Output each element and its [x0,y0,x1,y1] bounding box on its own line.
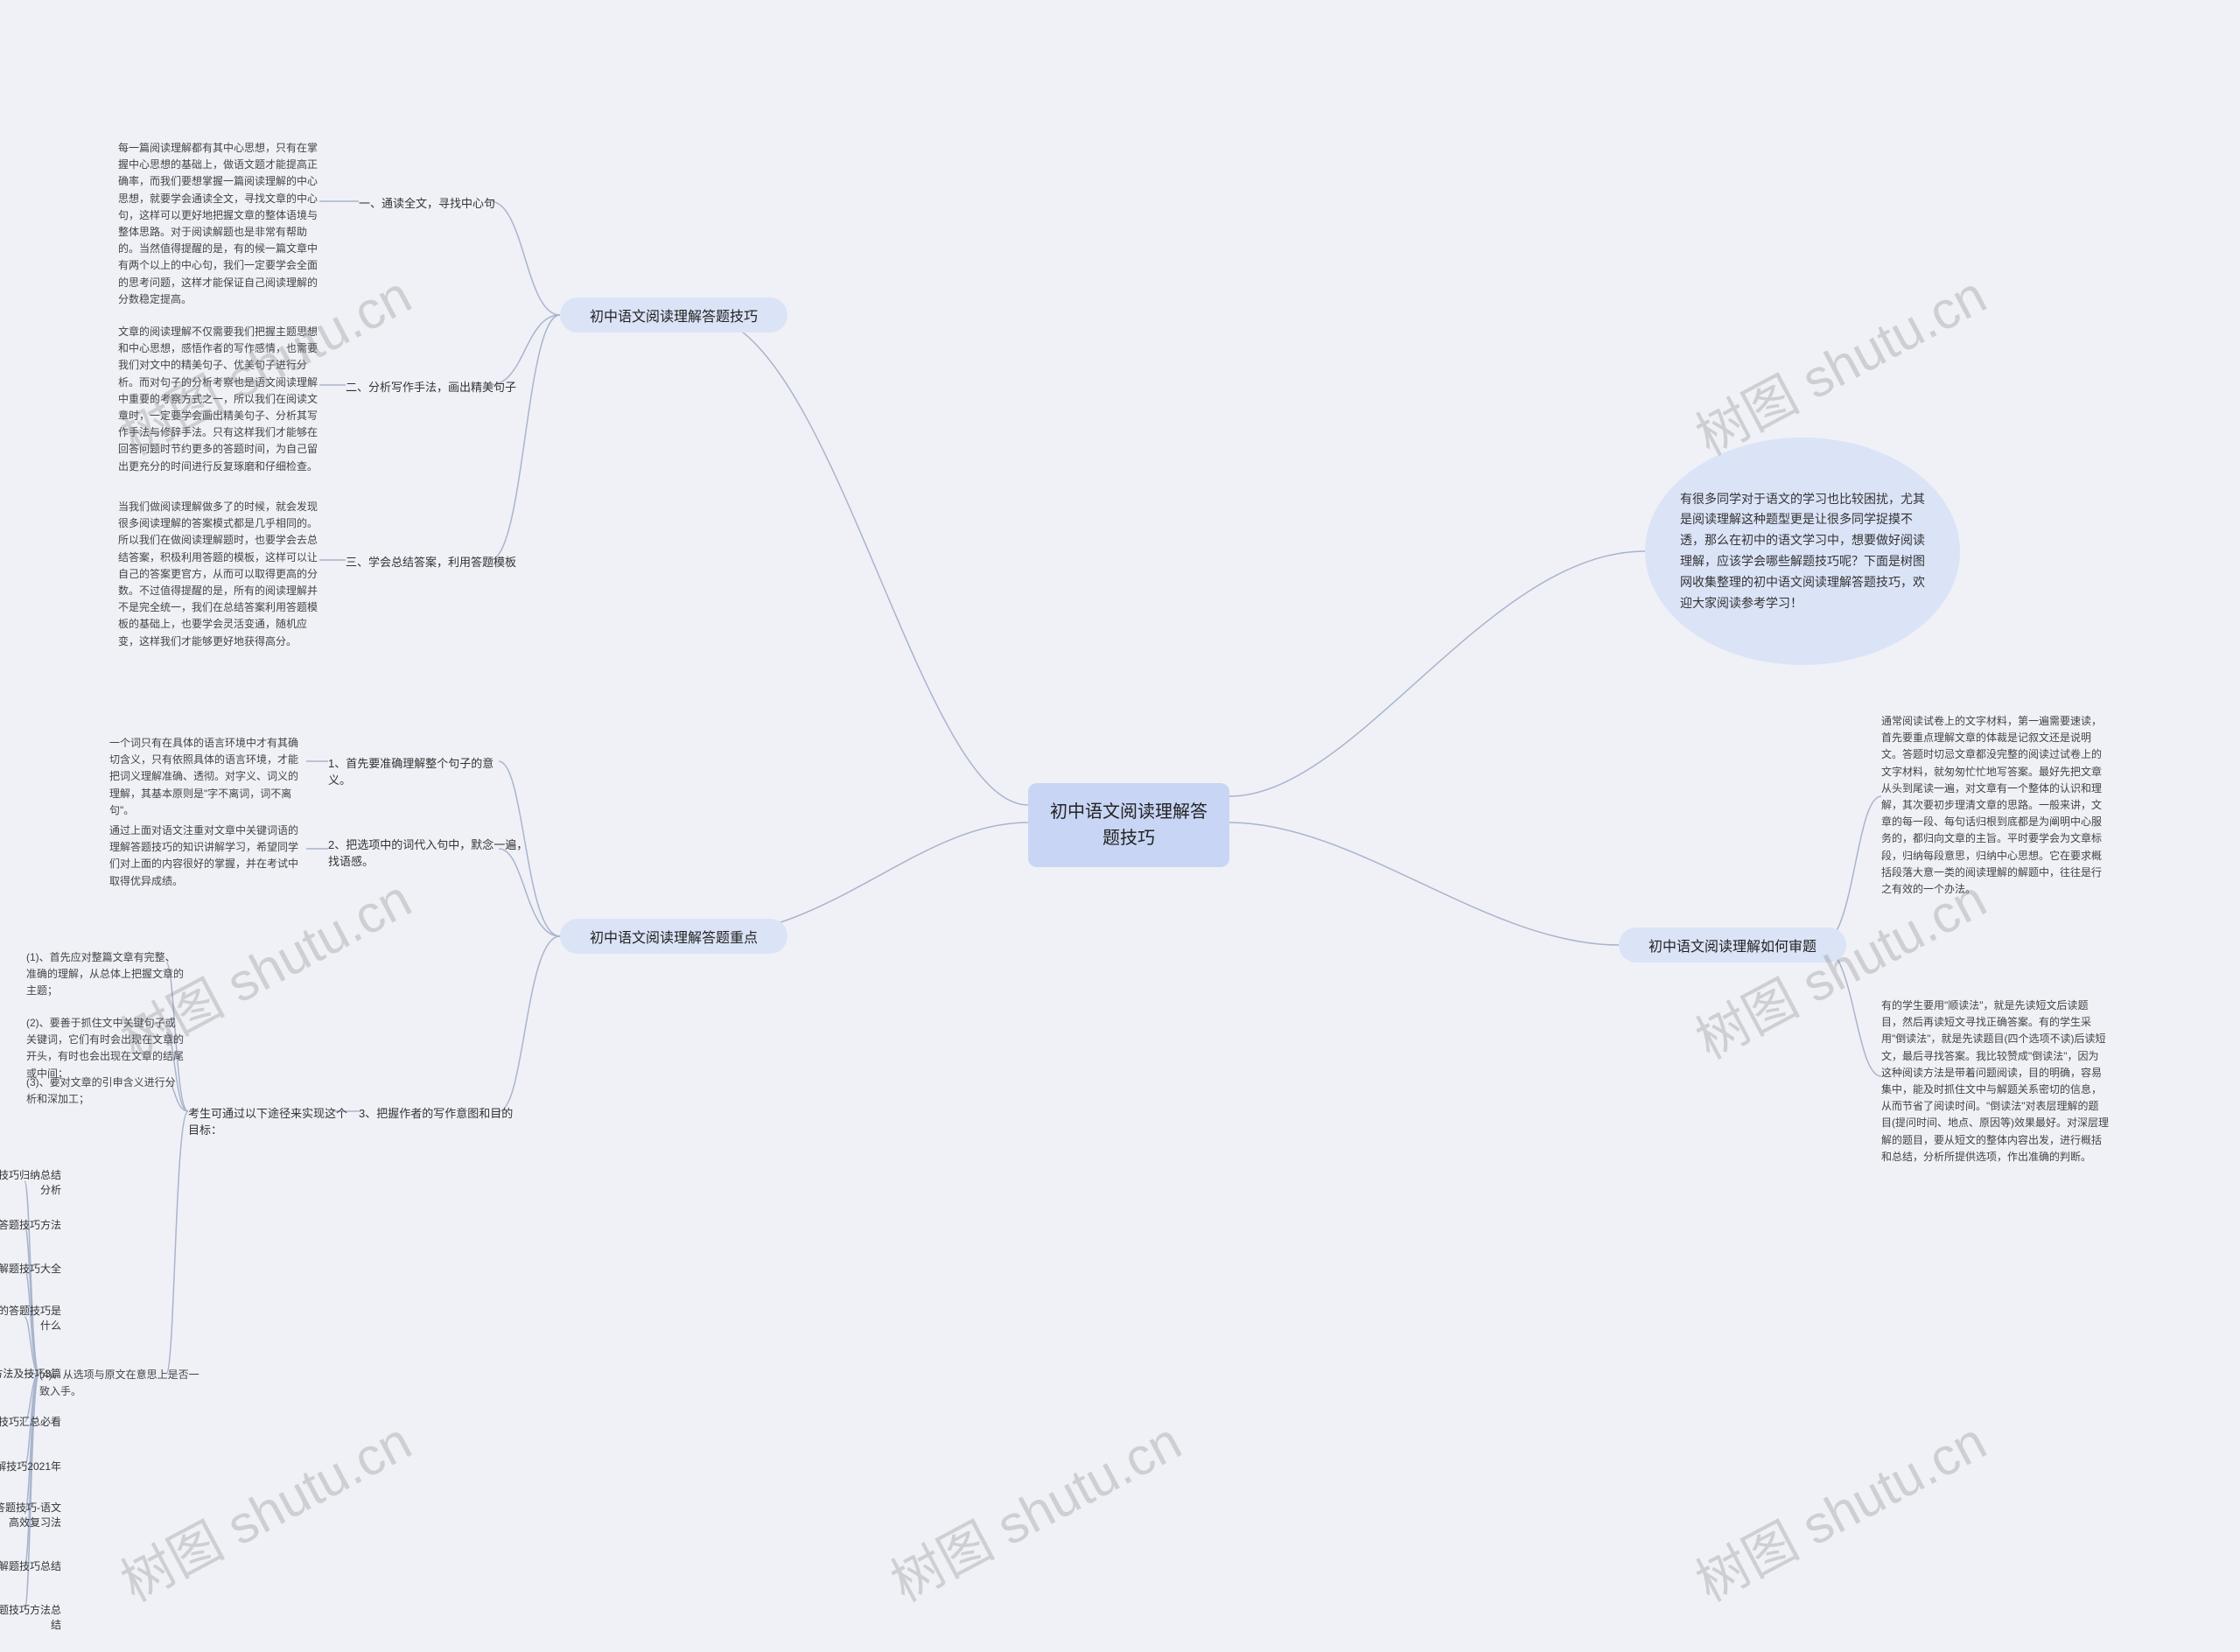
topic-c1-body: 通常阅读试卷上的文字材料，第一遍需要速读，首先要重点理解文章的体裁是记叙文还是说… [1881,713,2109,898]
watermark: 树图 shutu.cn [1681,254,1998,470]
topic-b2-label: 2、把选项中的词代入句中，默念一遍，找语感。 [328,836,529,869]
topic-a3-body: 当我们做阅读理解做多了的时候，就会发现很多阅读理解的答案模式都是几乎相同的。所以… [118,499,319,650]
related-10[interactable]: ★ 初中语文散文阅读理解答题技巧方法总结 [0,1603,61,1633]
topic-b[interactable]: 初中语文阅读理解答题重点 [560,919,788,954]
related-9[interactable]: ★ 初中语文常见的万能解题技巧总结 [0,1559,61,1574]
related-7[interactable]: ★ 初中语文语文阅读理解技巧2021年 [0,1460,61,1474]
topic-b1-body: 一个词只有在具体的语言环境中才有其确切含义，只有依照具体的语言环境，才能把词义理… [109,735,306,819]
topic-b1-label: 1、首先要准确理解整个句子的意义。 [328,754,512,788]
topic-a3-label: 三、学会总结答案，利用答题模板 [346,553,521,570]
topic-b3-label: 3、把握作者的写作意图和目的 [359,1104,516,1121]
topic-b3-s3: (3)、要对文章的引申含义进行分析和深加工； [26,1074,184,1108]
intro-text: 有很多同学对于语文的学习也比较困扰，尤其是阅读理解这种题型更是让很多同学捉摸不透… [1680,489,1925,614]
watermark: 树图 shutu.cn [876,1400,1193,1616]
topic-a2-body: 文章的阅读理解不仅需要我们把握主题思想和中心思想，感悟作者的写作感情，也需要我们… [118,324,319,475]
related-8[interactable]: ★ 中考语文阅读理解高分答题技巧-语文高效复习法 [0,1501,61,1530]
mindmap-canvas: 初中语文阅读理解答题技巧 有很多同学对于语文的学习也比较困扰，尤其是阅读理解这种… [0,0,2240,1652]
topic-b3-s2: (2)、要善于抓住文中关键句子或关键词，它们有时会出现在文章的开头，有时也会出现… [26,1015,184,1082]
topic-a2-label: 二、分析写作手法，画出精美句子 [346,378,521,395]
topic-a[interactable]: 初中语文阅读理解答题技巧 [560,298,788,332]
topic-c2-body: 有的学生要用"顺读法"，就是先读短文后读题目，然后再读短文寻找正确答案。有的学生… [1881,998,2109,1166]
watermark: 树图 shutu.cn [106,1400,423,1616]
topic-b3-lead: 考生可通过以下途径来实现这个目标： [188,1104,354,1138]
topic-a1-body: 每一篇阅读理解都有其中心思想，只有在掌握中心思想的基础上，做语文题才能提高正确率… [118,140,319,308]
center-node[interactable]: 初中语文阅读理解答题技巧 [1028,783,1229,867]
topic-c[interactable]: 初中语文阅读理解如何审题 [1619,928,1846,962]
related-3[interactable]: ★ 初中语文必考的短文解题技巧大全 [0,1262,61,1277]
related-6[interactable]: ★ 初中语文解题技巧汇总必看 [0,1415,61,1430]
related-2[interactable]: ★ 初中语文现代文阅读答题技巧方法 [0,1218,61,1233]
topic-b3-s1: (1)、首先应对整篇文章有完整、准确的理解，从总体上把握文章的主题； [26,949,184,1000]
topic-b3-s4: (4)、从选项与原文在意思上是否一致入手。 [39,1367,206,1400]
related-4[interactable]: ★ 备战中考之语文阅读理解的答题技巧是什么 [0,1304,61,1334]
related-5[interactable]: ★ 初中语文解题方法及技巧3篇 [0,1367,61,1382]
watermark: 树图 shutu.cn [1681,1400,1998,1616]
related-1[interactable]: ★ 初中语文现代文阅读解题技巧归纳总结分析 [0,1168,61,1198]
topic-b2-body: 通过上面对语文注重对文章中关键词语的理解答题技巧的知识讲解学习，希望同学们对上面… [109,822,306,890]
intro-oval: 有很多同学对于语文的学习也比较困扰，尤其是阅读理解这种题型更是让很多同学捉摸不透… [1645,438,1960,665]
topic-a1-label: 一、通读全文，寻找中心句 [359,194,499,211]
